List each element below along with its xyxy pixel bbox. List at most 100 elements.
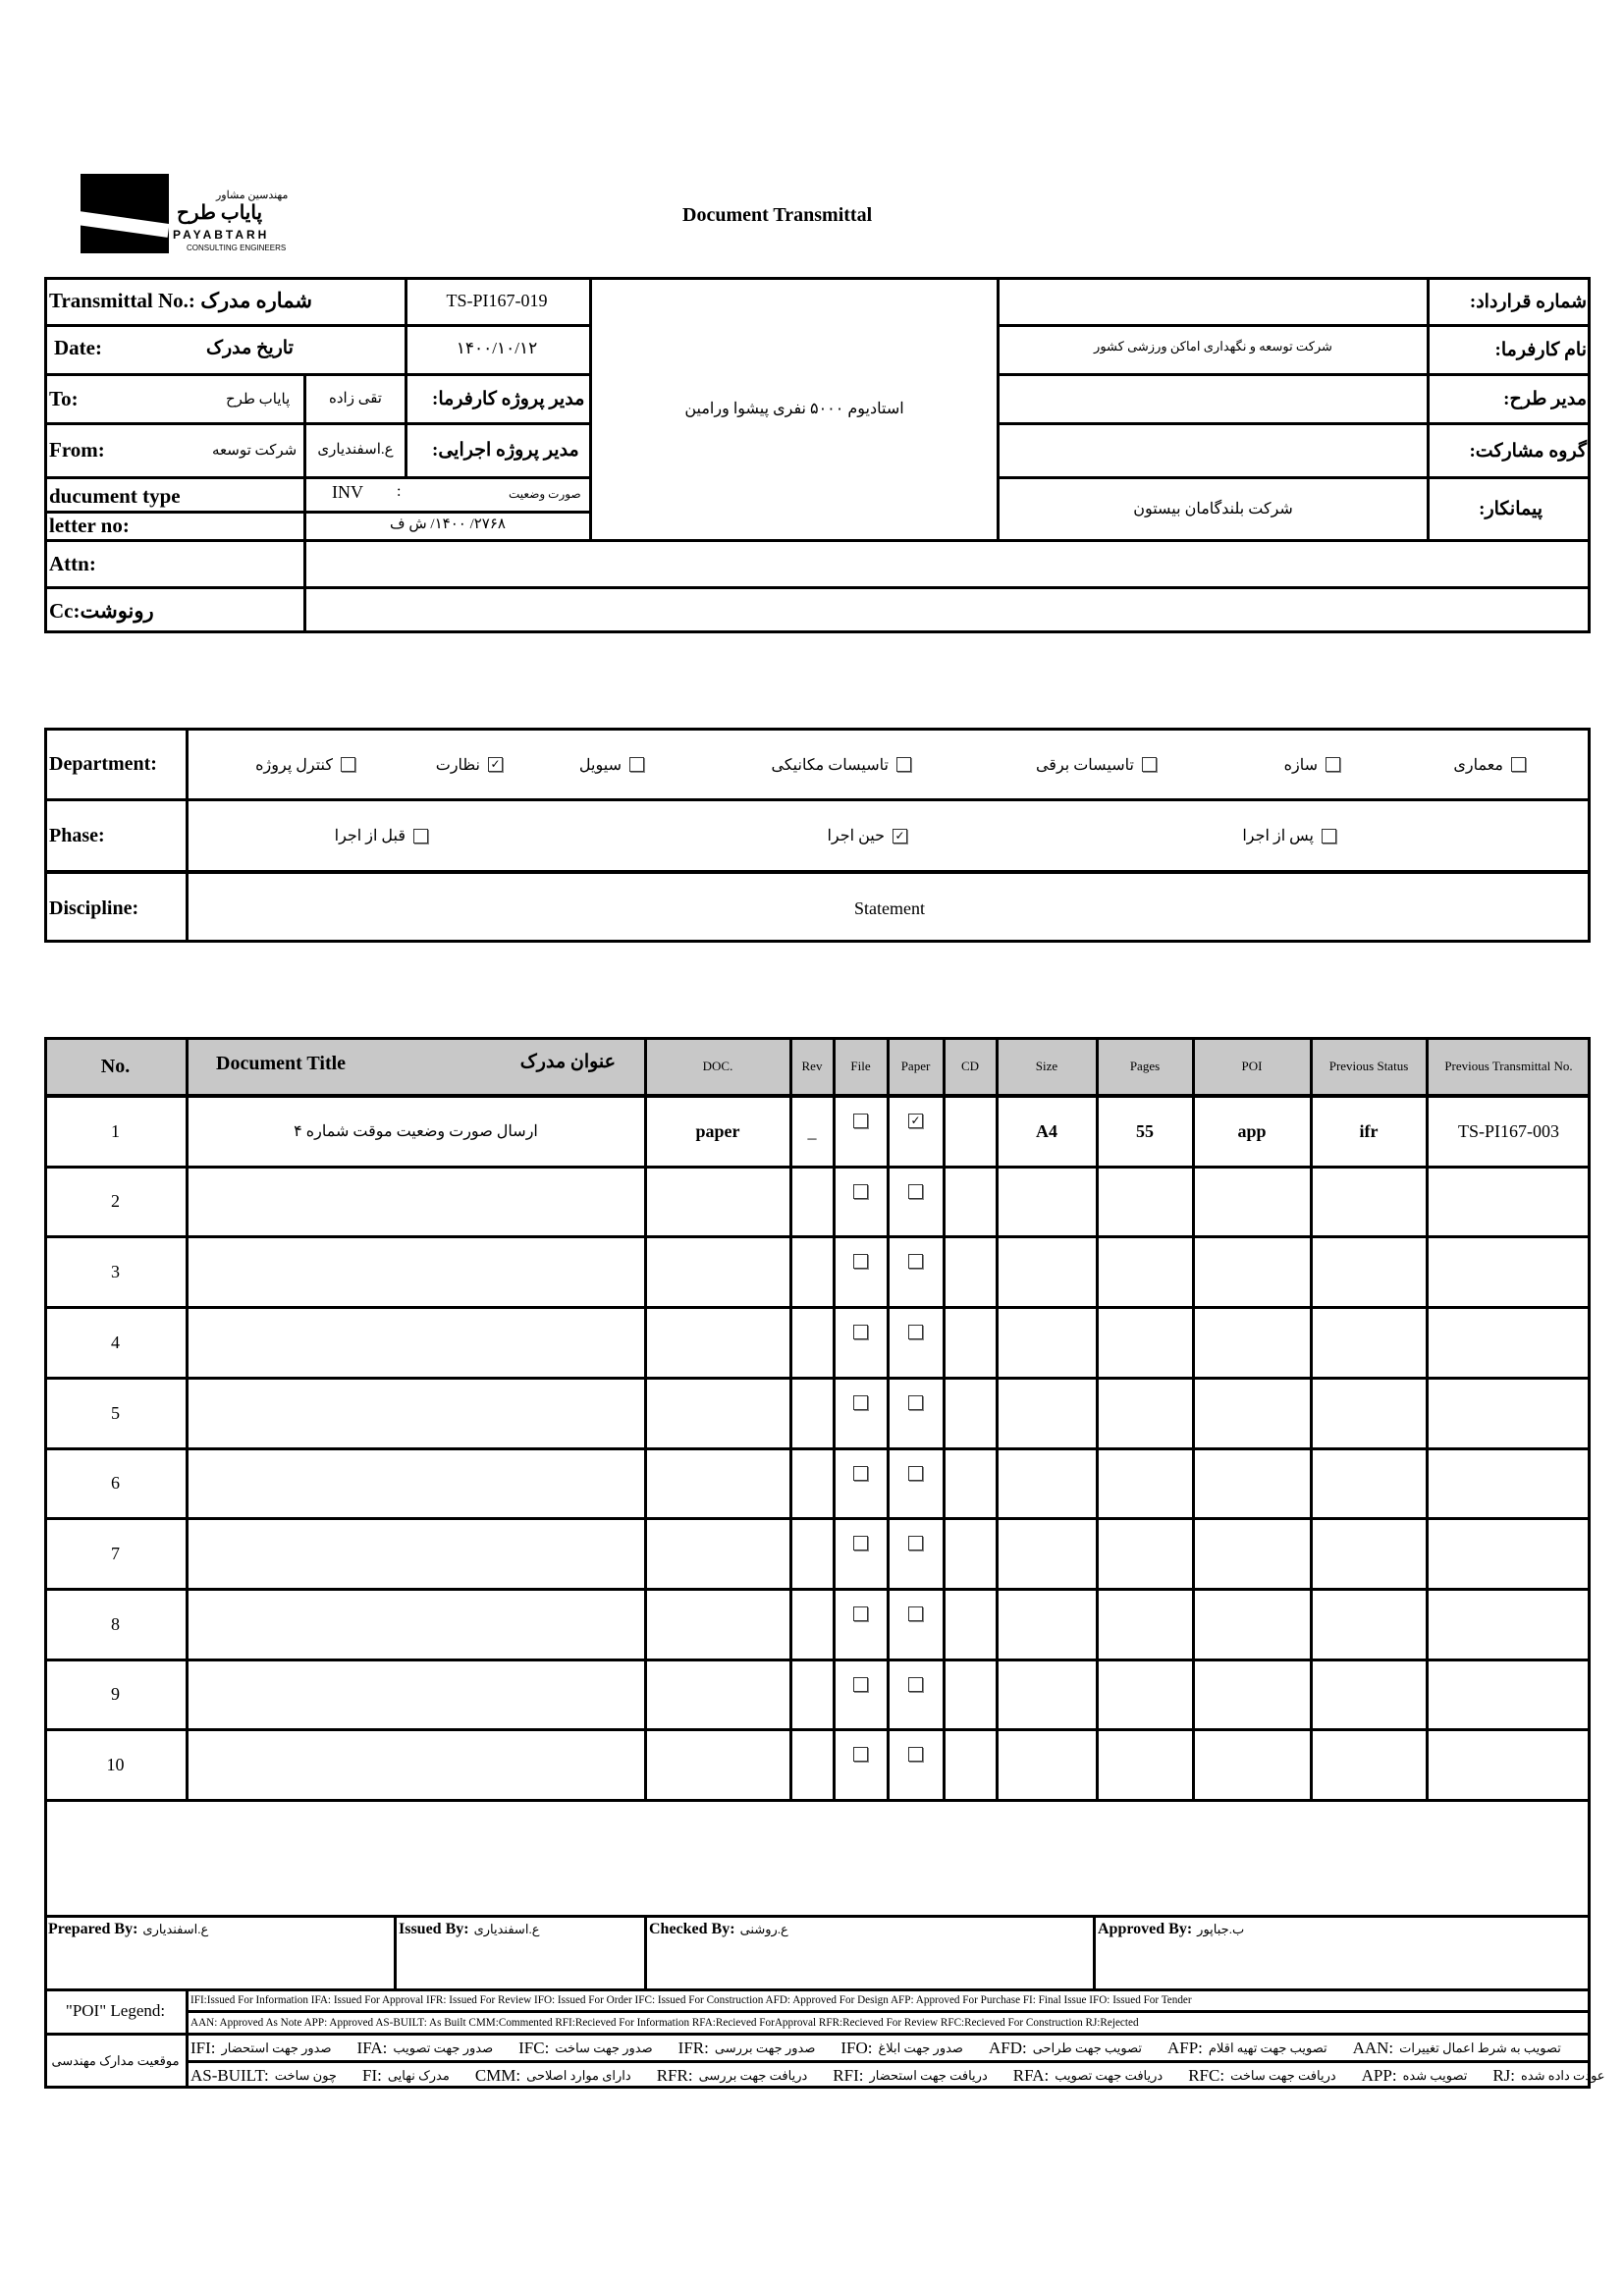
cell-doc[interactable]: paper	[695, 1120, 740, 1141]
cell-cd[interactable]	[944, 1729, 997, 1800]
cell-doc[interactable]	[645, 1518, 790, 1589]
cell-prev-transmittal[interactable]	[1427, 1729, 1591, 1800]
cell-prev-status[interactable]: ifr	[1359, 1120, 1379, 1141]
cell-cd[interactable]	[944, 1589, 997, 1659]
cell-prev-status[interactable]	[1311, 1236, 1427, 1307]
cell-size[interactable]	[997, 1167, 1097, 1236]
file-checkbox[interactable]	[853, 1747, 868, 1762]
cell-title[interactable]	[187, 1659, 645, 1729]
cell-prev-transmittal[interactable]	[1427, 1378, 1591, 1448]
cell-size[interactable]	[997, 1729, 1097, 1800]
cell-title[interactable]	[187, 1729, 645, 1800]
checkbox-option[interactable]: ✓ حین اجرا	[827, 801, 915, 870]
paper-checkbox[interactable]	[908, 1536, 923, 1551]
cell-prev-transmittal[interactable]	[1427, 1167, 1591, 1236]
cell-prev-transmittal[interactable]	[1427, 1589, 1591, 1659]
cell-cd[interactable]	[944, 1448, 997, 1518]
checkbox[interactable]	[1142, 757, 1157, 772]
cell-pages[interactable]	[1097, 1448, 1193, 1518]
cell-prev-transmittal[interactable]	[1427, 1659, 1591, 1729]
cell-prev-status[interactable]	[1311, 1167, 1427, 1236]
file-checkbox[interactable]	[853, 1536, 868, 1551]
checkbox-option[interactable]: تاسیسات مکانیکی	[771, 731, 919, 798]
cell-title[interactable]	[187, 1236, 645, 1307]
cell-doc[interactable]	[645, 1236, 790, 1307]
cell-doc[interactable]	[645, 1729, 790, 1800]
paper-checkbox[interactable]	[908, 1325, 923, 1339]
cell-prev-status[interactable]	[1311, 1659, 1427, 1729]
cell-rev[interactable]	[790, 1236, 834, 1307]
cell-poi[interactable]	[1193, 1378, 1311, 1448]
cell-rev[interactable]	[790, 1307, 834, 1378]
cell-prev-transmittal[interactable]	[1427, 1518, 1591, 1589]
checkbox[interactable]	[1326, 757, 1340, 772]
cell-size[interactable]: A4	[1036, 1120, 1057, 1141]
paper-checkbox[interactable]	[908, 1747, 923, 1762]
checkbox-option[interactable]: تاسیسات برقی	[1036, 731, 1164, 798]
cell-poi[interactable]	[1193, 1659, 1311, 1729]
cell-title[interactable]	[187, 1518, 645, 1589]
checkbox-option[interactable]: معماری	[1453, 731, 1534, 798]
cell-poi[interactable]: app	[1237, 1120, 1267, 1141]
file-checkbox[interactable]	[853, 1677, 868, 1692]
file-checkbox[interactable]	[853, 1466, 868, 1481]
cell-pages[interactable]	[1097, 1236, 1193, 1307]
paper-checkbox[interactable]	[908, 1184, 923, 1199]
file-checkbox[interactable]	[853, 1254, 868, 1269]
paper-checkbox[interactable]	[908, 1466, 923, 1481]
cell-size[interactable]	[997, 1659, 1097, 1729]
cell-rev[interactable]	[790, 1518, 834, 1589]
cc-field[interactable]	[306, 589, 1588, 633]
cell-rev[interactable]	[790, 1659, 834, 1729]
cell-title[interactable]	[187, 1589, 645, 1659]
cell-pages[interactable]: 55	[1136, 1120, 1154, 1141]
paper-checkbox[interactable]	[908, 1606, 923, 1621]
cell-rev[interactable]	[790, 1589, 834, 1659]
cell-poi[interactable]	[1193, 1236, 1311, 1307]
checkbox[interactable]: ✓	[488, 757, 503, 772]
cell-prev-transmittal[interactable]	[1427, 1236, 1591, 1307]
cell-prev-transmittal[interactable]	[1427, 1448, 1591, 1518]
cell-poi[interactable]	[1193, 1729, 1311, 1800]
cell-size[interactable]	[997, 1448, 1097, 1518]
cell-size[interactable]	[997, 1589, 1097, 1659]
checkbox-option[interactable]: پس از اجرا	[1242, 801, 1344, 870]
checkbox-option[interactable]: کنترل پروژه	[255, 731, 363, 798]
checkbox[interactable]	[413, 828, 428, 843]
cell-pages[interactable]	[1097, 1659, 1193, 1729]
cell-rev[interactable]	[790, 1167, 834, 1236]
cell-rev[interactable]	[790, 1729, 834, 1800]
checkbox-option[interactable]: ✓ نظارت	[436, 731, 511, 798]
paper-checkbox[interactable]	[908, 1677, 923, 1692]
cell-cd[interactable]	[944, 1307, 997, 1378]
checkbox[interactable]	[896, 757, 911, 772]
cell-pages[interactable]	[1097, 1167, 1193, 1236]
file-checkbox[interactable]	[853, 1325, 868, 1339]
cell-title[interactable]	[187, 1307, 645, 1378]
cell-size[interactable]	[997, 1307, 1097, 1378]
cell-title[interactable]: ارسال صورت وضعیت موقت شماره ۴	[294, 1123, 538, 1140]
file-checkbox[interactable]	[853, 1114, 868, 1128]
cell-title[interactable]	[187, 1378, 645, 1448]
cell-size[interactable]	[997, 1236, 1097, 1307]
cell-title[interactable]	[187, 1167, 645, 1236]
cell-pages[interactable]	[1097, 1589, 1193, 1659]
cell-poi[interactable]	[1193, 1307, 1311, 1378]
cell-poi[interactable]	[1193, 1448, 1311, 1518]
checkbox[interactable]: ✓	[893, 828, 907, 843]
paper-checkbox[interactable]: ✓	[908, 1114, 923, 1128]
paper-checkbox[interactable]	[908, 1395, 923, 1410]
cell-prev-status[interactable]	[1311, 1518, 1427, 1589]
cell-doc[interactable]	[645, 1659, 790, 1729]
cell-prev-status[interactable]	[1311, 1589, 1427, 1659]
cell-prev-status[interactable]	[1311, 1378, 1427, 1448]
cell-pages[interactable]	[1097, 1518, 1193, 1589]
paper-checkbox[interactable]	[908, 1254, 923, 1269]
checkbox[interactable]	[1511, 757, 1526, 772]
cell-doc[interactable]	[645, 1448, 790, 1518]
checkbox-option[interactable]: سازه	[1284, 731, 1348, 798]
cell-pages[interactable]	[1097, 1378, 1193, 1448]
cell-size[interactable]	[997, 1518, 1097, 1589]
cell-prev-status[interactable]	[1311, 1307, 1427, 1378]
cell-rev[interactable]	[790, 1448, 834, 1518]
